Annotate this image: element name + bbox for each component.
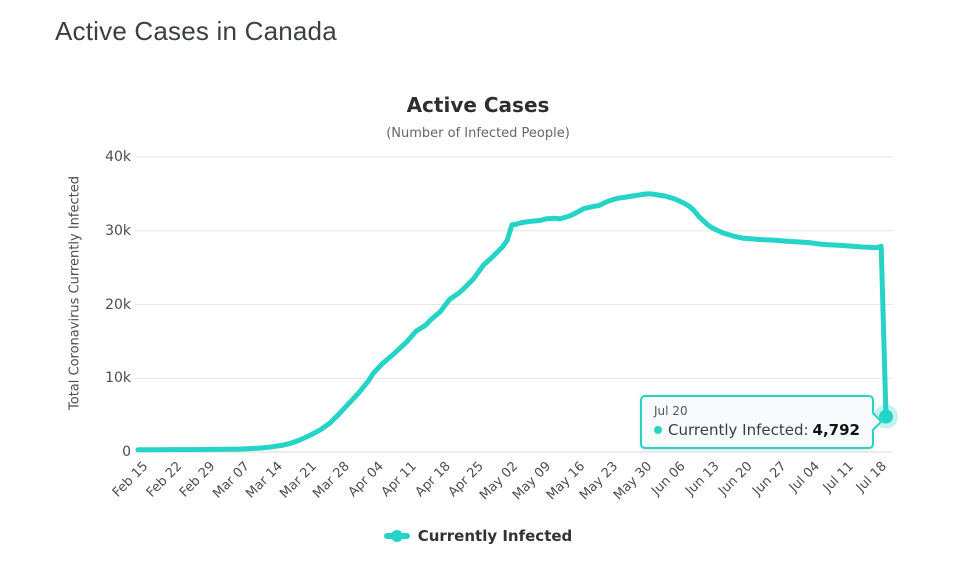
tooltip-series-label: Currently Infected:	[668, 420, 809, 439]
chart-subtitle: (Number of Infected People)	[386, 126, 570, 141]
tooltip-value: 4,792	[812, 420, 860, 439]
legend: Currently Infected	[0, 527, 956, 545]
tooltip-date: Jul 20	[654, 403, 688, 418]
y-axis-tick-label: 0	[122, 444, 131, 460]
tooltip-row: Currently Infected: 4,792	[654, 421, 860, 439]
y-axis-tick-label: 10k	[105, 370, 131, 387]
chart-title: Active Cases	[406, 93, 550, 117]
page-title: Active Cases in Canada	[55, 16, 337, 46]
legend-line-marker-icon[interactable]	[383, 529, 410, 543]
y-axis-tick-label: 30k	[105, 222, 131, 239]
series-line-currently-infected[interactable]	[135, 191, 889, 453]
tooltip: Jul 20 Currently Infected: 4,792	[640, 394, 883, 449]
y-axis-tick-label: 40k	[105, 149, 131, 165]
legend-item-currently-infected[interactable]: Currently Infected	[417, 527, 573, 545]
last-point-marker[interactable]	[879, 409, 893, 424]
y-axis-tick-label: 20k	[105, 296, 131, 313]
series-bullet-icon	[654, 425, 663, 434]
